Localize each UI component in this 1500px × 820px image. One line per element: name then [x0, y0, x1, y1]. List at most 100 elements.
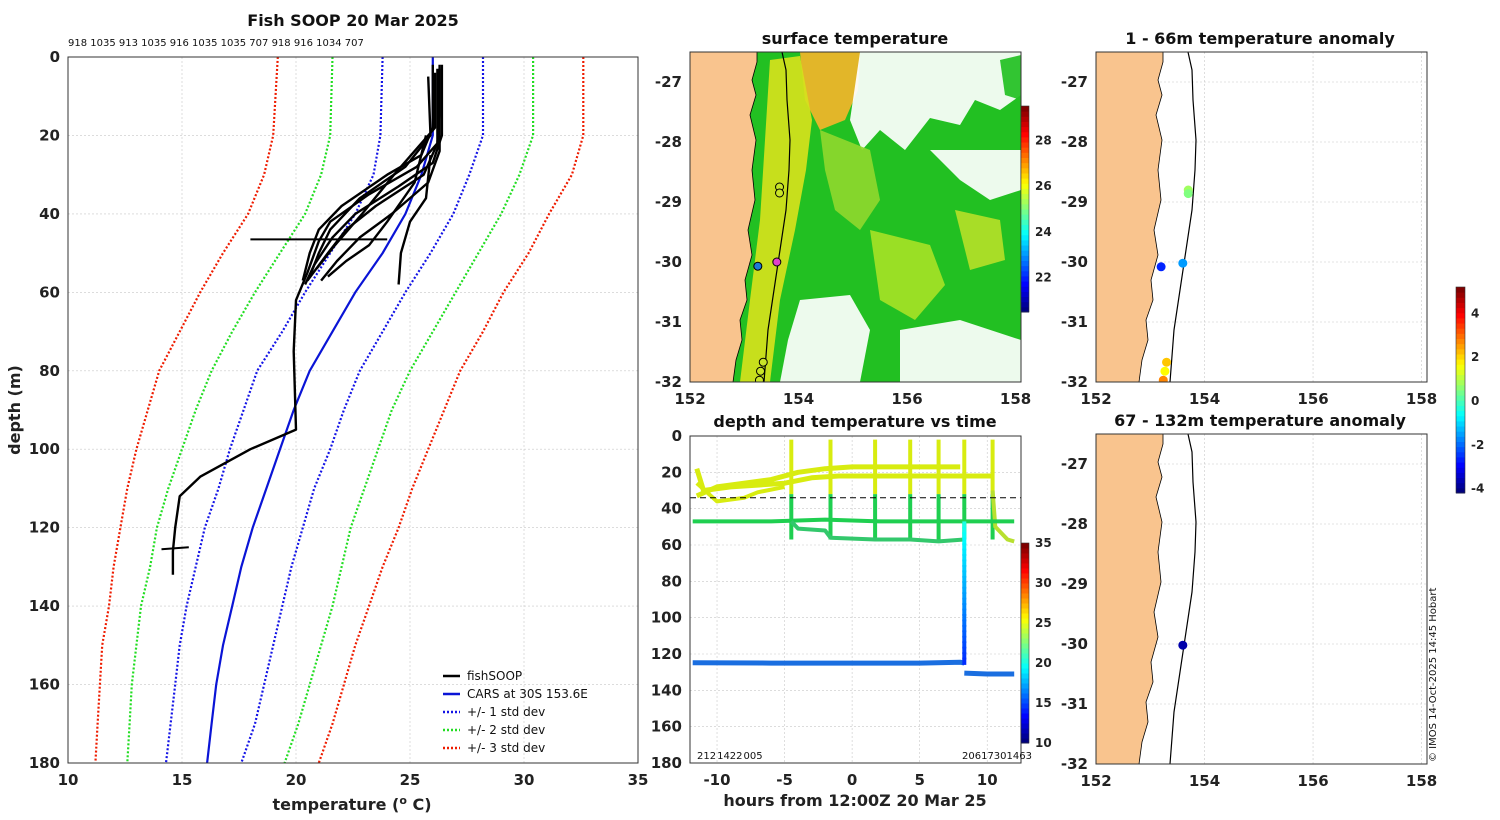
profile-frame — [67, 56, 639, 764]
anom-cbar-cell — [1456, 333, 1465, 339]
map-ytick: -32 — [1061, 373, 1088, 391]
dt-level-47 — [692, 517, 1015, 524]
profile-top-labels: 918 1035 913 1035 916 1035 1035 707 918 … — [68, 38, 364, 49]
map-ytick: -31 — [655, 313, 682, 331]
sst-cbar-frame — [1020, 105, 1030, 313]
anom-cbar-cell — [1456, 359, 1465, 365]
anom-cbar-cell — [1456, 482, 1465, 489]
map-ytick: -31 — [1061, 313, 1088, 331]
sst-cbar-cell — [1021, 296, 1029, 303]
anom-cbar-cell — [1456, 400, 1465, 406]
anom-cbar-cell — [1456, 297, 1465, 303]
profile-xtick: 10 — [58, 771, 79, 789]
anom1-point — [1158, 375, 1168, 382]
anom2-point — [1178, 640, 1188, 650]
map-ytick: -32 — [655, 373, 682, 391]
anom-cbar-cell — [1456, 328, 1465, 334]
sst-cbar-tick: 28 — [1035, 133, 1052, 147]
map-ytick: -27 — [1061, 73, 1088, 91]
sst-cbar-cell — [1021, 250, 1029, 256]
anom-cbar-cell — [1456, 467, 1465, 473]
profile-xtick: 25 — [400, 771, 421, 789]
sst-cbar-cell — [1021, 183, 1029, 189]
dt-cbar-cell — [1021, 588, 1029, 594]
fish-spike-line — [161, 546, 189, 551]
dt-cbar-cell — [1021, 553, 1029, 559]
anom2-panel: 152 154 156 158 -27 -28 -29 -30 -31 -32 67 - 132m… — [1061, 411, 1437, 790]
sst-cbar-cell — [1021, 188, 1029, 195]
sst-cbar-cell — [1021, 152, 1029, 158]
anom1-frame — [1095, 51, 1428, 383]
anom-cbar-cell — [1456, 426, 1465, 432]
dt-cbar-cell — [1021, 678, 1029, 684]
sst-station-marker — [772, 257, 782, 267]
sst-cbar-cell — [1021, 270, 1029, 277]
anom-cbar-cell — [1456, 451, 1465, 458]
dt-cbar-cell — [1021, 653, 1029, 659]
dt-cbar-cell — [1021, 723, 1029, 729]
profile-ytick: 40 — [39, 205, 60, 223]
legend-label: +/- 1 std dev — [467, 705, 545, 719]
sst-cbar-cell — [1021, 162, 1029, 169]
sst-cbar-cell — [1021, 239, 1029, 246]
sst-cbar-cell — [1021, 157, 1029, 164]
map-ytick: -28 — [655, 133, 682, 151]
dt-xtick: 0 — [847, 771, 857, 789]
anom2-coast — [1096, 434, 1164, 764]
anom-cbar-cell — [1456, 292, 1465, 298]
profile-ticks: 10 15 20 25 30 35 0 20 40 60 80 100 120 140 160 180 — [29, 48, 649, 789]
anom1-point — [1160, 366, 1170, 376]
anom1-isobath — [1169, 52, 1197, 382]
sst-cbar-cell — [1021, 116, 1029, 122]
dt-cbar-cell — [1021, 613, 1029, 619]
sst-cbar-cell — [1021, 301, 1029, 308]
anom1-point — [1183, 189, 1193, 199]
anom-cbar-cell — [1456, 431, 1465, 437]
sst-patch — [900, 320, 1021, 382]
dt-bottom-left-labels: 212 1422 005 — [697, 751, 763, 762]
profile-legend: fishSOOP CARS at 30S 153.6E +/- 1 std dev +… — [443, 669, 588, 755]
sst-cbar-cell — [1021, 245, 1029, 251]
imos-watermark: © IMOS 14-Oct-2025 14:45 Hobart — [1428, 587, 1439, 762]
anom2-points — [1178, 640, 1188, 650]
dt-ytick: 20 — [661, 463, 682, 481]
dt-cbar-cell — [1021, 603, 1029, 609]
map-xtick: 154 — [1189, 772, 1220, 790]
anom1-ticks: 152 154 156 158 -27 -28 -29 -30 -31 -32 — [1061, 73, 1437, 408]
dt-data — [690, 439, 1021, 677]
dt-cbar-tick: 15 — [1035, 696, 1052, 710]
dt-ytick: 120 — [651, 645, 682, 663]
sst-cbar-cell — [1021, 286, 1029, 292]
map-ytick: -29 — [1061, 193, 1088, 211]
anom2-ticks: 152 154 156 158 -27 -28 -29 -30 -31 -32 — [1061, 455, 1437, 790]
std2-high-line — [283, 57, 535, 764]
dt-cbar-cell — [1021, 713, 1029, 719]
anom-cbar-cell — [1456, 369, 1465, 376]
anom-cbar-cell — [1456, 420, 1465, 427]
anom-cbar-tick: 0 — [1471, 394, 1479, 408]
profile-ytick: 20 — [39, 126, 60, 144]
profile-ytick: 180 — [29, 754, 60, 772]
std2-low-line — [126, 56, 334, 764]
sst-station-marker — [758, 357, 768, 367]
map-ytick: -30 — [1061, 635, 1088, 653]
fish-profile-line — [308, 76, 432, 278]
dt-colorbar: 10 15 20 25 30 35 — [1020, 536, 1052, 750]
anom-cbar-cell — [1456, 462, 1465, 468]
dt-cast-vertical — [990, 490, 1015, 544]
sst-cbar-cell — [1021, 291, 1029, 298]
anom1-point — [1178, 258, 1188, 268]
sst-cbar-cell — [1021, 234, 1029, 241]
anom-cbar-cell — [1456, 302, 1465, 309]
profile-ytick: 100 — [29, 440, 60, 458]
sst-patch — [740, 56, 812, 382]
profile-xtick: 30 — [514, 771, 535, 789]
legend-label: +/- 2 std dev — [467, 723, 545, 737]
anom1-coast — [1096, 52, 1164, 382]
anom-cbar-cell — [1456, 436, 1465, 442]
dt-cbar-cell — [1021, 578, 1029, 584]
sst-cbar-cell — [1021, 178, 1029, 184]
dt-ytick: 0 — [672, 427, 682, 445]
dt-ytick: 40 — [661, 500, 682, 518]
